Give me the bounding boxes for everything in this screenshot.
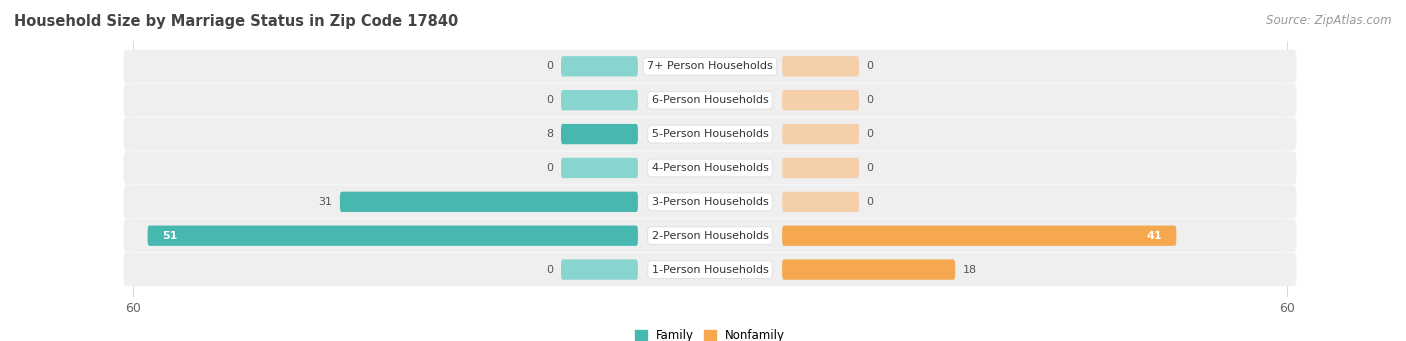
FancyBboxPatch shape [148, 225, 638, 246]
FancyBboxPatch shape [782, 124, 859, 144]
Text: Source: ZipAtlas.com: Source: ZipAtlas.com [1267, 14, 1392, 27]
FancyBboxPatch shape [124, 185, 1296, 219]
FancyBboxPatch shape [124, 84, 1296, 117]
Text: 7+ Person Households: 7+ Person Households [647, 61, 773, 71]
FancyBboxPatch shape [782, 260, 955, 280]
Text: 6-Person Households: 6-Person Households [651, 95, 769, 105]
FancyBboxPatch shape [782, 225, 1177, 246]
Text: 51: 51 [162, 231, 177, 241]
Text: 5-Person Households: 5-Person Households [651, 129, 769, 139]
FancyBboxPatch shape [782, 158, 859, 178]
Text: 0: 0 [866, 95, 873, 105]
FancyBboxPatch shape [124, 219, 1296, 252]
FancyBboxPatch shape [561, 56, 638, 76]
Text: 1-Person Households: 1-Person Households [651, 265, 769, 275]
Text: 31: 31 [318, 197, 332, 207]
Text: 41: 41 [1146, 231, 1161, 241]
FancyBboxPatch shape [782, 192, 859, 212]
Text: 0: 0 [547, 163, 554, 173]
FancyBboxPatch shape [561, 158, 638, 178]
Text: 0: 0 [866, 163, 873, 173]
FancyBboxPatch shape [340, 192, 638, 212]
Text: 0: 0 [547, 61, 554, 71]
Text: 0: 0 [866, 61, 873, 71]
FancyBboxPatch shape [124, 151, 1296, 184]
FancyBboxPatch shape [561, 260, 638, 280]
FancyBboxPatch shape [561, 90, 638, 110]
Text: 8: 8 [546, 129, 554, 139]
FancyBboxPatch shape [782, 56, 859, 76]
Text: 4-Person Households: 4-Person Households [651, 163, 769, 173]
Text: 18: 18 [963, 265, 977, 275]
Text: 2-Person Households: 2-Person Households [651, 231, 769, 241]
FancyBboxPatch shape [124, 50, 1296, 83]
Text: 0: 0 [866, 129, 873, 139]
Text: 0: 0 [547, 95, 554, 105]
Text: 3-Person Households: 3-Person Households [651, 197, 769, 207]
FancyBboxPatch shape [124, 118, 1296, 151]
Text: 0: 0 [547, 265, 554, 275]
Text: Household Size by Marriage Status in Zip Code 17840: Household Size by Marriage Status in Zip… [14, 14, 458, 29]
FancyBboxPatch shape [561, 124, 638, 144]
Legend: Family, Nonfamily: Family, Nonfamily [630, 325, 790, 341]
FancyBboxPatch shape [782, 90, 859, 110]
FancyBboxPatch shape [124, 253, 1296, 286]
Text: 0: 0 [866, 197, 873, 207]
